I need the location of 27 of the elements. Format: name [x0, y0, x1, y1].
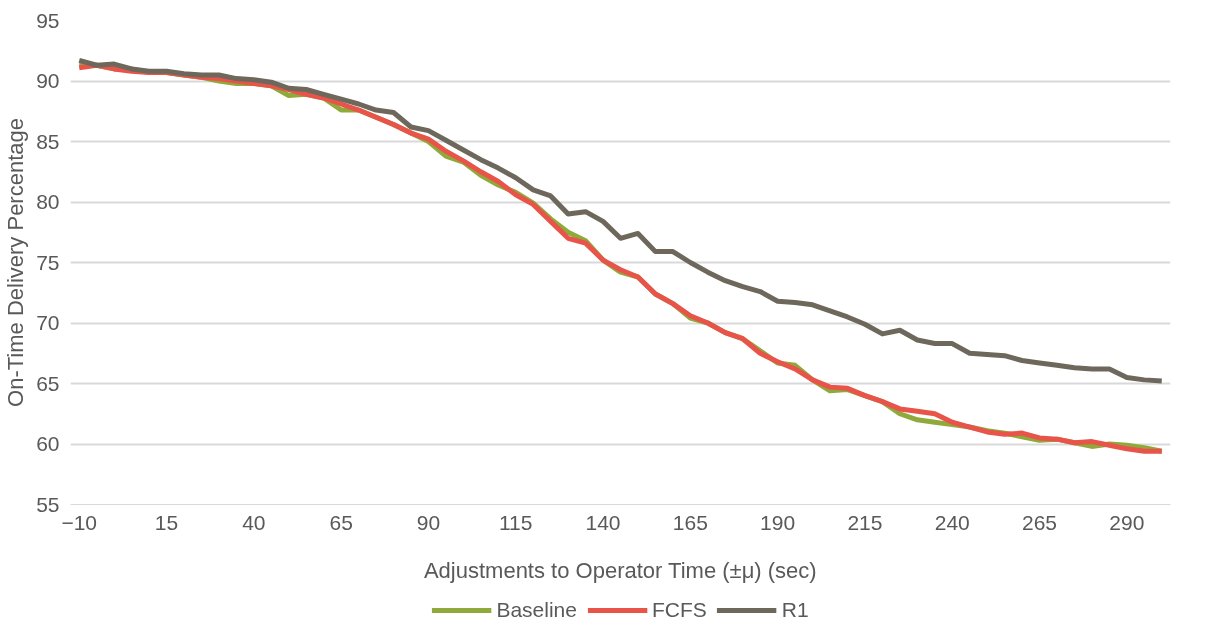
x-tick-label: 215 [847, 510, 883, 534]
x-tick-label: 90 [416, 510, 441, 534]
y-tick-label: 85 [36, 129, 60, 153]
y-tick-label: 75 [36, 250, 60, 274]
x-tick-label: 190 [760, 510, 796, 534]
x-tick-label: 265 [1022, 510, 1058, 534]
y-tick-label: 90 [36, 69, 60, 92]
legend-label: R1 [781, 598, 809, 622]
y-tick-label: 80 [36, 190, 60, 213]
x-tick-label: 240 [934, 510, 970, 534]
y-tick-label: 70 [36, 311, 60, 334]
x-tick-label: 40 [242, 510, 266, 534]
legend-label: FCFS [651, 598, 707, 622]
x-tick-label: 15 [154, 510, 179, 534]
y-tick-label: 95 [36, 8, 60, 32]
y-tick-label: 60 [36, 432, 60, 455]
y-tick-label: 65 [36, 371, 60, 395]
y-tick-label: 55 [36, 492, 60, 516]
legend-label: Baseline [496, 598, 577, 622]
x-tick-label: −10 [61, 510, 98, 534]
x-tick-label: 165 [672, 510, 708, 534]
y-axis-title: On-Time Delivery Percentage [3, 118, 29, 407]
x-axis-title: Adjustments to Operator Time (±μ) (sec) [423, 557, 817, 583]
x-tick-label: 65 [329, 510, 353, 534]
x-tick-label: 115 [499, 510, 533, 534]
x-tick-label: 290 [1109, 510, 1145, 534]
x-tick-label: 140 [585, 510, 621, 534]
